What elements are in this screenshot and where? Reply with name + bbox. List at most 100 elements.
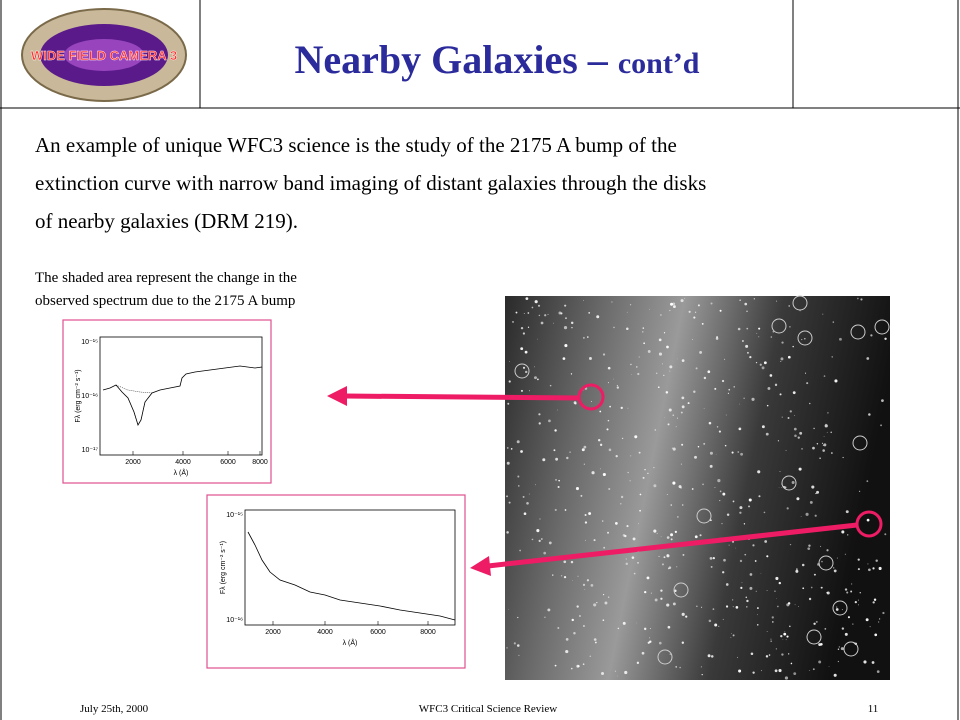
star <box>721 379 725 383</box>
y-tick-label: 10⁻¹⁷ <box>82 447 99 454</box>
star <box>874 633 878 637</box>
star <box>846 591 849 594</box>
star <box>629 480 631 482</box>
star <box>642 331 644 333</box>
star <box>790 662 793 665</box>
star <box>831 356 833 358</box>
star <box>524 350 528 354</box>
star <box>732 500 735 503</box>
star <box>839 337 842 341</box>
star <box>854 600 857 604</box>
star <box>788 305 790 307</box>
star <box>668 408 672 412</box>
star <box>620 495 624 499</box>
star <box>506 531 509 534</box>
star <box>709 556 713 560</box>
star <box>588 311 591 314</box>
star <box>607 531 610 534</box>
star <box>746 327 749 330</box>
star <box>660 314 662 316</box>
star <box>653 466 655 469</box>
star <box>794 434 797 438</box>
star <box>684 297 685 299</box>
star <box>611 301 613 303</box>
star <box>765 432 769 436</box>
star <box>756 607 759 609</box>
star <box>531 306 534 309</box>
star <box>719 309 722 312</box>
star <box>777 605 779 608</box>
star <box>741 340 744 342</box>
star <box>789 410 792 413</box>
star <box>747 351 749 354</box>
star <box>816 490 820 494</box>
star <box>667 567 670 570</box>
star <box>672 302 676 306</box>
star <box>781 416 783 418</box>
star <box>818 660 822 664</box>
star <box>527 326 530 328</box>
star <box>789 326 791 328</box>
star <box>677 516 679 518</box>
star <box>821 560 823 563</box>
star <box>844 553 846 555</box>
x-tick-label: 6000 <box>370 629 386 636</box>
star <box>642 476 645 479</box>
star <box>547 313 549 315</box>
star <box>563 560 567 564</box>
star <box>617 627 620 630</box>
star <box>682 504 684 506</box>
source-circle <box>771 318 787 334</box>
y-tick-label: 10⁻¹⁶ <box>81 393 98 400</box>
star <box>531 538 534 541</box>
star <box>710 302 713 305</box>
footer-title: WFC3 Critical Science Review <box>419 703 557 715</box>
star <box>577 575 579 577</box>
star <box>845 510 849 514</box>
star <box>582 336 585 339</box>
plot-frame <box>244 509 456 626</box>
star <box>607 366 611 370</box>
star <box>813 573 816 576</box>
arrow <box>487 522 858 569</box>
star <box>560 575 563 577</box>
star <box>675 666 678 668</box>
star <box>523 512 527 516</box>
star <box>643 342 645 345</box>
star <box>666 536 670 539</box>
star <box>699 534 702 537</box>
star <box>827 412 829 414</box>
star <box>724 358 726 360</box>
star <box>658 555 660 558</box>
star <box>737 451 740 453</box>
star <box>625 562 628 566</box>
star <box>553 322 554 324</box>
star <box>860 298 863 301</box>
star <box>674 530 677 533</box>
source-circle <box>832 600 848 616</box>
star <box>731 633 732 635</box>
star <box>634 435 638 439</box>
star <box>583 445 587 449</box>
star <box>726 513 730 517</box>
source-circle <box>657 649 673 665</box>
star <box>715 454 717 455</box>
star <box>794 604 796 606</box>
star <box>779 471 781 472</box>
star <box>554 664 557 667</box>
star <box>541 538 543 540</box>
star <box>748 498 752 502</box>
star <box>507 402 510 405</box>
arrow-head <box>470 556 491 576</box>
star <box>876 670 880 674</box>
star <box>746 310 748 313</box>
star <box>565 649 569 654</box>
star <box>671 447 673 449</box>
star <box>549 384 552 387</box>
star <box>819 545 822 547</box>
star <box>641 651 645 655</box>
star <box>656 532 658 534</box>
star <box>591 471 595 475</box>
